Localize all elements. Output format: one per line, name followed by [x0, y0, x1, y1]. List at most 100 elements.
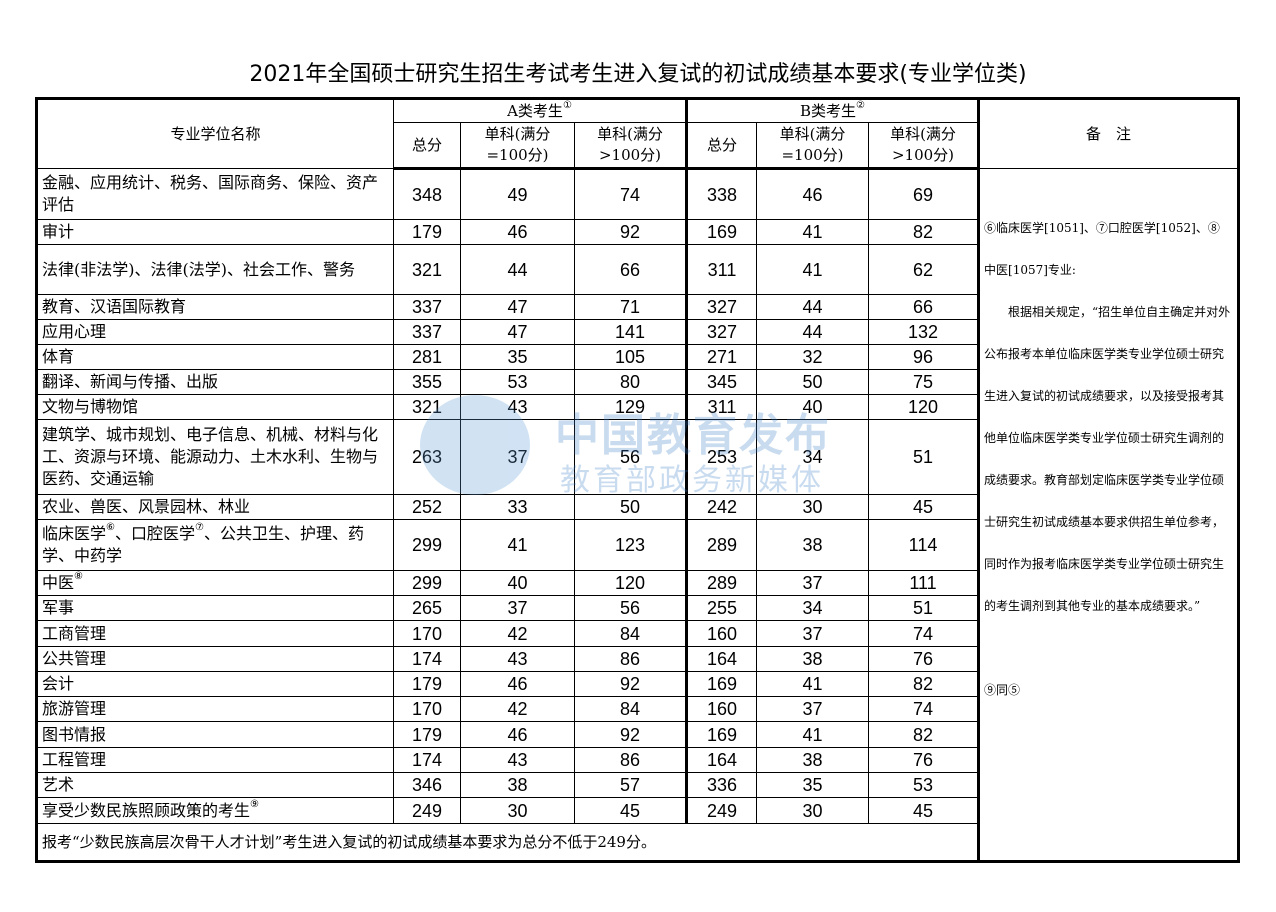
score-b-single-gt100: 96	[867, 344, 980, 370]
score-b-single-gt100: 53	[867, 772, 980, 798]
score-b-single-100: 34	[756, 595, 869, 621]
score-b-total: 311	[686, 394, 757, 420]
footnote-marker: ⑥	[106, 522, 115, 533]
score-b-single-gt100: 76	[867, 747, 980, 773]
score-b-total: 242	[686, 494, 757, 520]
score-b-single-gt100: 74	[867, 620, 980, 647]
header-a-single-gt100: 单科(满分>100分)	[574, 122, 688, 170]
major-name-text: 工程管理	[42, 750, 107, 769]
score-a-single-100: 47	[460, 319, 575, 345]
footer-note: 报考“少数民族高层次骨干人才计划”考生进入复试的初试成绩基本要求为总分不低于24…	[35, 823, 980, 862]
major-name-text: 公共管理	[42, 649, 107, 668]
major-name-text: 翻译、新闻与传播、出版	[42, 372, 219, 391]
score-a-single-gt100: 92	[574, 219, 688, 245]
major-name-text: 文物与博物馆	[42, 397, 139, 416]
remark-regulation: 根据相关规定，“招生单位自主确定并对外公布报考本单位临床医学类专业学位硕士研究生…	[984, 305, 1231, 613]
score-a-single-gt100: 105	[574, 344, 688, 370]
score-b-single-gt100: 51	[867, 595, 980, 621]
score-b-single-gt100: 51	[867, 419, 980, 495]
table-row: 工程管理 174 43 86 164 38 76	[36, 747, 1239, 773]
score-a-total: 281	[393, 344, 461, 370]
header-b-single-gt100: 单科(满分>100分)	[867, 122, 980, 170]
score-table: 专业学位名称 A类考生① B类考生② 备 注 总分 单科(满分=100分) 单科…	[35, 97, 1241, 863]
score-b-total: 249	[686, 797, 757, 824]
major-name: 应用心理	[36, 319, 394, 345]
score-a-total: 170	[393, 620, 461, 647]
table-row: 图书情报 179 46 92 169 41 82	[36, 721, 1239, 748]
score-b-total: 327	[686, 294, 757, 320]
score-a-single-gt100: 56	[574, 595, 688, 621]
major-name: 公共管理	[36, 646, 394, 672]
major-name-text: 图书情报	[42, 724, 107, 744]
score-b-total: 336	[686, 772, 757, 798]
score-a-single-gt100: 92	[574, 721, 688, 748]
score-b-single-gt100: 69	[867, 168, 980, 220]
score-a-total: 179	[393, 219, 461, 245]
major-name-text: 审计	[42, 222, 75, 241]
page-title: 2021年全国硕士研究生招生考试考生进入复试的初试成绩基本要求(专业学位类)	[249, 62, 1027, 87]
score-a-single-100: 30	[460, 797, 575, 824]
score-a-single-gt100: 120	[574, 570, 688, 596]
score-a-total: 170	[393, 696, 461, 722]
score-b-single-gt100: 74	[867, 696, 980, 722]
major-name: 旅游管理	[36, 696, 394, 722]
score-b-single-100: 37	[756, 696, 869, 722]
score-a-single-100: 37	[460, 595, 575, 621]
score-b-total: 345	[686, 369, 757, 395]
score-a-total: 337	[393, 294, 461, 320]
score-a-single-gt100: 80	[574, 369, 688, 395]
score-a-total: 265	[393, 595, 461, 621]
major-name: 会计	[36, 671, 394, 697]
score-a-single-100: 43	[460, 747, 575, 773]
score-b-single-100: 50	[756, 369, 869, 395]
score-a-single-gt100: 71	[574, 294, 688, 320]
score-b-single-100: 35	[756, 772, 869, 798]
footnote-marker: ⑦	[195, 522, 204, 533]
header-major-name: 专业学位名称	[36, 98, 394, 169]
major-name: 临床医学⑥、口腔医学⑦、公共卫生、护理、药学、中药学	[36, 519, 394, 571]
score-a-total: 321	[393, 244, 461, 295]
footnote-marker: ⑨	[250, 798, 259, 810]
score-a-single-100: 53	[460, 369, 575, 395]
major-name: 文物与博物馆	[36, 394, 394, 420]
score-a-single-100: 33	[460, 494, 575, 520]
score-a-single-gt100: 56	[574, 419, 688, 495]
major-name-text: 体育	[42, 347, 75, 366]
footer-row: 报考“少数民族高层次骨干人才计划”考生进入复试的初试成绩基本要求为总分不低于24…	[35, 823, 1239, 862]
score-a-single-100: 46	[460, 219, 575, 245]
table-row: 公共管理 174 43 86 164 38 76	[36, 646, 1239, 672]
major-name: 中医⑧	[36, 570, 394, 596]
table-row: 建筑学、城市规划、电子信息、机械、材料与化工、资源与环境、能源动力、土木水利、生…	[36, 419, 1239, 495]
score-a-single-100: 42	[460, 620, 575, 647]
score-b-total: 271	[686, 344, 757, 370]
major-name-text: 建筑学、城市规划、电子信息、机械、材料与化工、资源与环境、能源动力、土木水利、生…	[42, 425, 379, 488]
major-name-text: 艺术	[42, 775, 75, 794]
major-name: 体育	[36, 344, 394, 370]
major-name-text: 工商管理	[42, 623, 107, 643]
score-a-total: 348	[393, 168, 461, 220]
score-b-single-100: 44	[756, 294, 869, 320]
table-row: 农业、兽医、风景园林、林业 252 33 50 242 30 45	[36, 494, 1239, 520]
major-name-text: 、公共卫生、护理、药学、中药学	[42, 524, 364, 565]
score-a-total: 174	[393, 747, 461, 773]
score-b-total: 164	[686, 747, 757, 773]
score-b-total: 311	[686, 244, 757, 295]
score-a-total: 346	[393, 772, 461, 798]
score-a-single-gt100: 74	[574, 168, 688, 220]
score-b-single-100: 30	[756, 797, 869, 824]
score-b-single-gt100: 111	[867, 570, 980, 596]
major-name-text: 旅游管理	[42, 699, 107, 718]
score-a-single-100: 46	[460, 671, 575, 697]
score-a-single-gt100: 129	[574, 394, 688, 420]
major-name: 工程管理	[36, 747, 394, 773]
major-name: 享受少数民族照顾政策的考生⑨	[36, 797, 394, 824]
major-name: 金融、应用统计、税务、国际商务、保险、资产评估	[36, 168, 394, 220]
table-row: 临床医学⑥、口腔医学⑦、公共卫生、护理、药学、中药学 299 41 123 289 38 1…	[36, 519, 1239, 571]
score-a-total: 249	[393, 797, 461, 824]
table-row: 艺术 346 38 57 336 35 53	[36, 772, 1239, 798]
score-a-single-100: 37	[460, 419, 575, 495]
score-b-single-gt100: 45	[867, 494, 980, 520]
score-b-single-gt100: 76	[867, 646, 980, 672]
score-b-single-gt100: 62	[867, 244, 980, 295]
score-b-single-100: 34	[756, 419, 869, 495]
